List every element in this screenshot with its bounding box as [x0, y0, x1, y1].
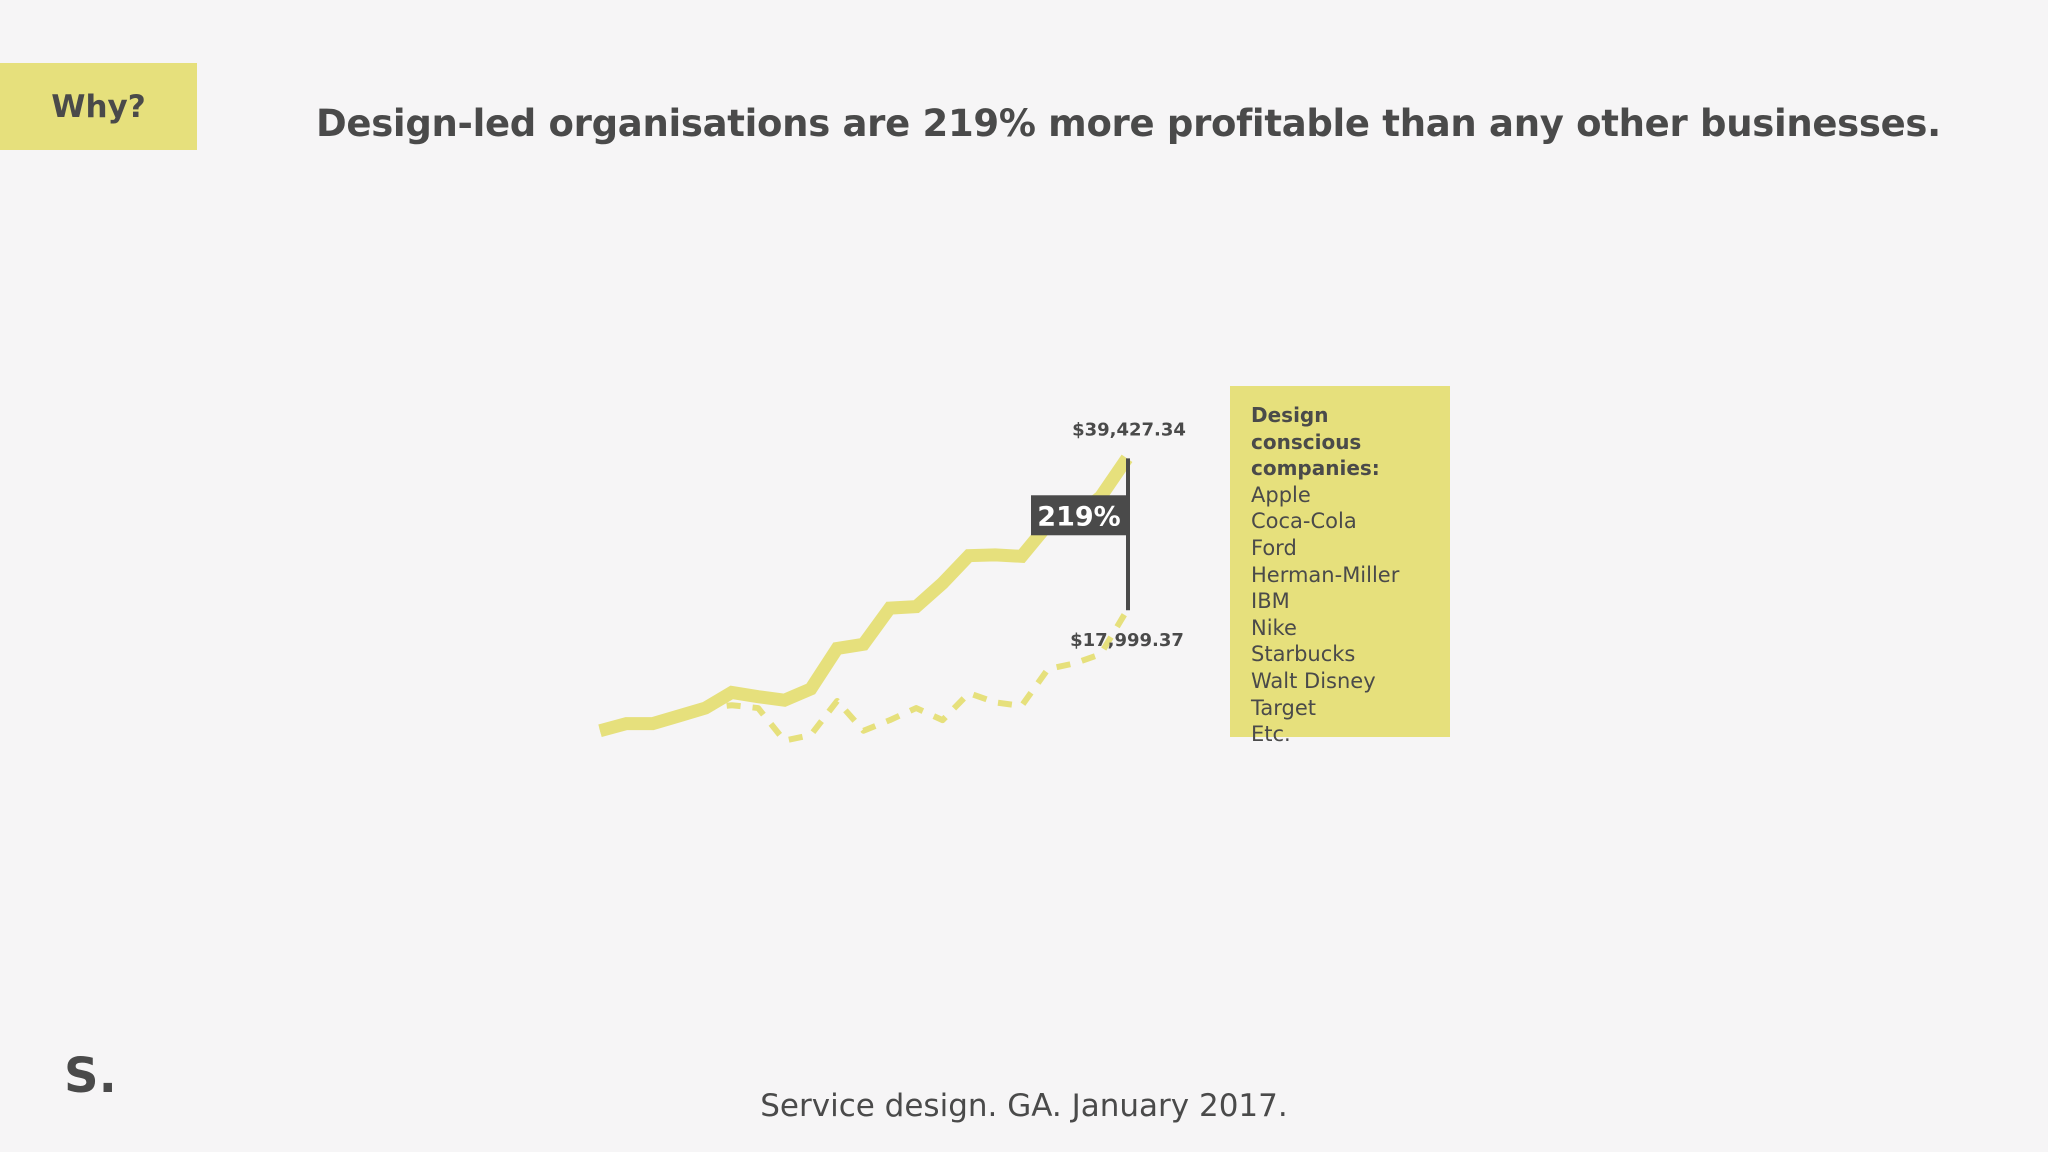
company-item: IBM — [1251, 589, 1290, 614]
company-item: Etc. — [1251, 722, 1291, 747]
bottom-value-label: $17,999.37 — [1070, 630, 1184, 651]
company-item: Nike — [1251, 615, 1297, 640]
company-item: Walt Disney — [1251, 668, 1376, 693]
section-tag: Why? — [0, 63, 197, 150]
company-item: Ford — [1251, 535, 1297, 560]
legend-title: Design conscious companies: — [1251, 403, 1380, 481]
companies-legend: Design conscious companies: Apple Coca-C… — [1230, 386, 1450, 746]
company-item: Starbucks — [1251, 642, 1356, 667]
company-list: Apple Coca-Cola Ford Herman-Miller IBM N… — [1251, 482, 1432, 748]
headline: Design-led organisations are 219% more p… — [316, 102, 1941, 145]
company-item: Apple — [1251, 482, 1311, 507]
difference-label: 219% — [1037, 501, 1120, 532]
company-item: Target — [1251, 695, 1316, 720]
company-item: Herman-Miller — [1251, 562, 1400, 587]
difference-badge — [1031, 495, 1127, 536]
brand-logo: S. — [64, 1048, 117, 1104]
company-item: Coca-Cola — [1251, 509, 1357, 534]
top-value-label: $39,427.34 — [1072, 419, 1186, 440]
footer-caption: Service design. GA. January 2017. — [760, 1088, 1288, 1124]
